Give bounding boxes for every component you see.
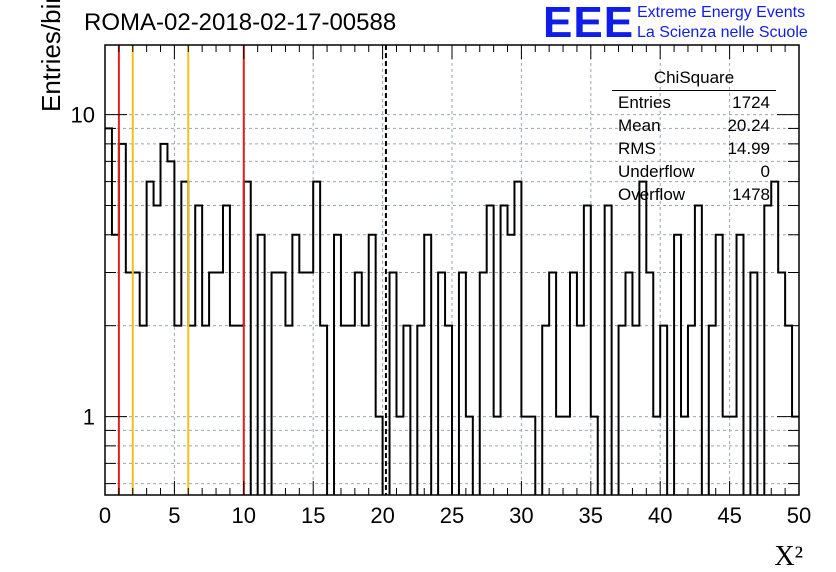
y-axis-label: Entries/bin xyxy=(36,0,66,112)
x-tick-label: 5 xyxy=(168,503,180,528)
stats-label: RMS xyxy=(618,139,656,158)
x-tick-label: 40 xyxy=(648,503,672,528)
x-tick-label: 45 xyxy=(717,503,741,528)
stats-value: 14.99 xyxy=(727,139,770,158)
stats-row-entries: Entries 1724 xyxy=(612,91,776,114)
eee-logo: EEE xyxy=(543,0,635,47)
x-tick-label: 10 xyxy=(232,503,256,528)
y-tick-label: 10 xyxy=(71,103,95,128)
logo-line-1: Extreme Energy Events xyxy=(637,4,806,21)
stats-row-rms: RMS 14.99 xyxy=(612,137,776,160)
stats-label: Mean xyxy=(618,116,661,135)
stats-row-mean: Mean 20.24 xyxy=(612,114,776,137)
x-tick-label: 50 xyxy=(787,503,811,528)
x-tick-label: 0 xyxy=(99,503,111,528)
x-tick-label: 20 xyxy=(370,503,394,528)
stats-row-overflow: Overflow 1478 xyxy=(612,183,776,206)
stats-value: 0 xyxy=(760,162,770,181)
chart-title: ROMA-02-2018-02-17-00588 xyxy=(84,9,397,36)
x-tick-label: 35 xyxy=(579,503,603,528)
stats-label: Overflow xyxy=(618,185,686,204)
stats-label: Underflow xyxy=(618,162,695,181)
x-tick-label: 15 xyxy=(301,503,325,528)
stats-value: 20.24 xyxy=(727,116,770,135)
x-tick-label: 25 xyxy=(440,503,464,528)
stats-label: Entries xyxy=(618,93,671,112)
stats-value: 1724 xyxy=(732,93,770,112)
y-tick-label: 1 xyxy=(83,405,95,430)
x-tick-label: 30 xyxy=(509,503,533,528)
logo-line-2: La Scienza nelle Scuole xyxy=(637,24,808,41)
histogram-series-line xyxy=(105,127,799,495)
stats-box: ChiSquare Entries 1724 Mean 20.24 RMS 14… xyxy=(612,66,776,206)
x-axis-label: X² xyxy=(774,541,803,572)
stats-title: ChiSquare xyxy=(612,66,776,91)
stats-value: 1478 xyxy=(732,185,770,204)
stats-row-underflow: Underflow 0 xyxy=(612,160,776,183)
